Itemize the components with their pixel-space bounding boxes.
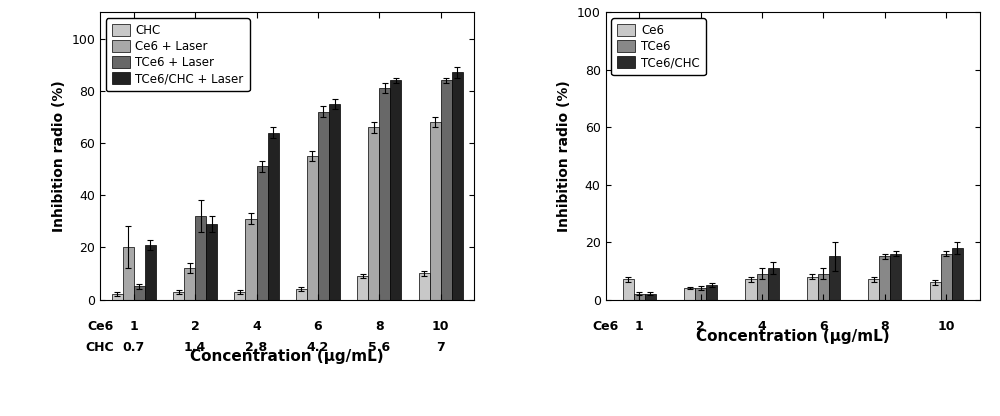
Bar — [623, 280, 634, 300]
Text: 2: 2 — [696, 319, 705, 333]
X-axis label: Concentration (μg/mL): Concentration (μg/mL) — [696, 329, 890, 344]
Bar — [430, 122, 441, 300]
Bar — [195, 216, 206, 300]
Bar — [368, 127, 379, 300]
Text: 1.4: 1.4 — [184, 341, 206, 354]
Bar — [184, 268, 195, 300]
Text: 8: 8 — [881, 319, 889, 333]
Bar — [768, 268, 779, 300]
Bar — [695, 288, 706, 300]
Bar — [645, 294, 656, 300]
Text: 10: 10 — [937, 319, 955, 333]
Bar — [452, 72, 463, 300]
Bar — [245, 219, 257, 300]
Y-axis label: Inhibition radio (%): Inhibition radio (%) — [52, 80, 66, 232]
Bar — [952, 248, 963, 300]
Text: 1: 1 — [635, 319, 644, 333]
Bar — [757, 274, 768, 300]
Bar — [868, 280, 879, 300]
Text: 1: 1 — [129, 319, 138, 333]
Bar — [234, 292, 245, 300]
Bar — [419, 273, 430, 300]
Bar — [818, 274, 829, 300]
Text: Ce6: Ce6 — [592, 319, 619, 333]
Legend: Ce6, TCe6, TCe6/CHC: Ce6, TCe6, TCe6/CHC — [611, 18, 706, 75]
Text: 0.7: 0.7 — [123, 341, 145, 354]
Bar — [123, 248, 134, 300]
Bar — [318, 111, 329, 300]
Text: 4: 4 — [252, 319, 261, 333]
Text: 8: 8 — [375, 319, 384, 333]
Bar — [307, 156, 318, 300]
Bar — [206, 224, 217, 300]
Bar — [829, 256, 840, 300]
Bar — [145, 245, 156, 300]
Text: 7: 7 — [436, 341, 445, 354]
Bar — [268, 133, 279, 300]
X-axis label: Concentration (μg/mL): Concentration (μg/mL) — [190, 349, 384, 364]
Bar — [441, 80, 452, 300]
Bar — [807, 277, 818, 300]
Text: CHC: CHC — [86, 341, 114, 354]
Bar — [173, 292, 184, 300]
Text: 4: 4 — [758, 319, 766, 333]
Bar — [134, 287, 145, 300]
Bar — [112, 294, 123, 300]
Bar — [745, 280, 757, 300]
Text: 6: 6 — [314, 319, 322, 333]
Bar — [890, 254, 901, 300]
Legend: CHC, Ce6 + Laser, TCe6 + Laser, TCe6/CHC + Laser: CHC, Ce6 + Laser, TCe6 + Laser, TCe6/CHC… — [106, 18, 250, 91]
Y-axis label: Inhibition radio (%): Inhibition radio (%) — [557, 80, 571, 232]
Bar — [930, 282, 941, 300]
Text: 4.2: 4.2 — [307, 341, 329, 354]
Text: Ce6: Ce6 — [87, 319, 113, 333]
Bar — [941, 254, 952, 300]
Bar — [634, 294, 645, 300]
Bar — [329, 104, 340, 300]
Text: 2: 2 — [191, 319, 200, 333]
Bar — [706, 285, 717, 300]
Bar — [684, 288, 695, 300]
Bar — [296, 289, 307, 300]
Bar — [379, 88, 390, 300]
Bar — [879, 256, 890, 300]
Bar — [357, 276, 368, 300]
Text: 10: 10 — [432, 319, 449, 333]
Text: 5.6: 5.6 — [368, 341, 390, 354]
Text: 2.8: 2.8 — [245, 341, 268, 354]
Bar — [390, 80, 401, 300]
Bar — [257, 166, 268, 300]
Text: 6: 6 — [819, 319, 828, 333]
